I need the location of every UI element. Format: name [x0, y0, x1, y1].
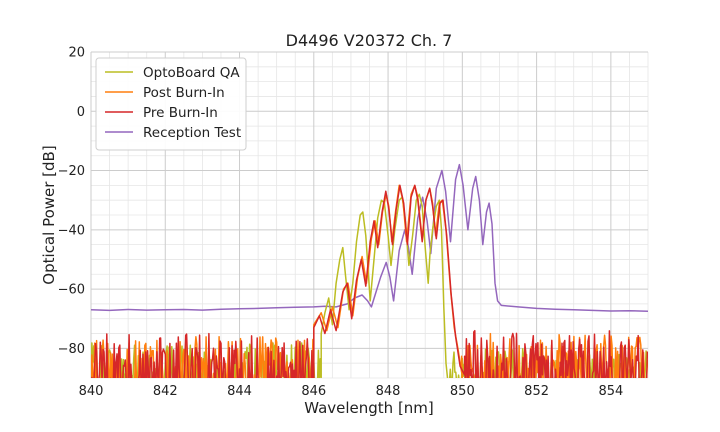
x-tick-label: 852: [524, 384, 549, 399]
legend-box: [95, 57, 247, 151]
y-tick-label: −80: [58, 342, 85, 357]
y-axis-label: Optical Power [dB]: [40, 145, 58, 284]
y-tick-label: 0: [77, 105, 85, 120]
y-tick-label: 20: [68, 46, 85, 61]
legend-label: Reception Test: [143, 125, 241, 141]
x-tick-label: 842: [153, 384, 178, 399]
x-axis-label: Wavelength [nm]: [304, 399, 434, 417]
y-axis-ticks: 20 0 −20 −40 −60 −80: [58, 46, 85, 357]
x-tick-label: 844: [227, 384, 252, 399]
legend: OptoBoard QA Post Burn-In Pre Burn-In Recep…: [95, 57, 247, 151]
y-tick-label: −20: [58, 164, 85, 179]
y-tick-label: −40: [58, 223, 85, 238]
x-tick-label: 854: [598, 384, 623, 399]
y-tick-label: −60: [58, 283, 85, 298]
legend-label: Pre Burn-In: [143, 105, 218, 121]
x-axis-ticks: 840 842 844 846 848 850 852 854: [79, 384, 624, 399]
chart-title: D4496 V20372 Ch. 7: [286, 31, 453, 50]
legend-label: Post Burn-In: [143, 85, 225, 101]
x-tick-label: 846: [301, 384, 326, 399]
x-tick-label: 848: [376, 384, 401, 399]
plot-area: [91, 163, 648, 378]
series-line-pre-burn-in: [91, 184, 648, 378]
x-tick-label: 850: [450, 384, 475, 399]
legend-label: OptoBoard QA: [143, 65, 240, 81]
x-tick-label: 840: [79, 384, 104, 399]
series-line-reception-test: [91, 163, 648, 313]
